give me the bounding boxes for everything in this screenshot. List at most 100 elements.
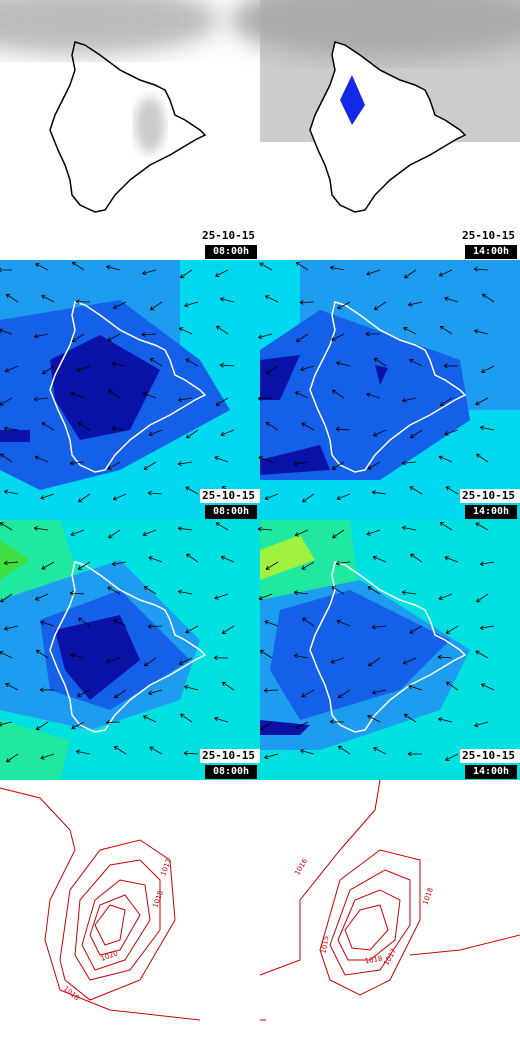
wind-arrow (259, 650, 273, 659)
wind-arrow (148, 429, 163, 437)
wind-arrow (258, 593, 273, 601)
wind-arrow (474, 329, 489, 335)
wind-arrow (402, 657, 417, 665)
wind-arrow (332, 529, 345, 539)
contour-label: 1018 (151, 890, 165, 909)
wind-arrow (475, 650, 489, 659)
wind-arrow (301, 689, 315, 698)
wind-arrow (263, 688, 279, 693)
time-label: 08:00h (205, 245, 257, 259)
wind-arrow (214, 593, 229, 600)
wind-arrow (401, 590, 417, 595)
wind-arrow (177, 589, 193, 595)
wind-arrow (409, 486, 423, 495)
wind-arrow (264, 493, 279, 501)
wind-arrow (300, 748, 315, 755)
wind-arrow (0, 453, 13, 463)
wind-arrow (71, 261, 85, 271)
wind-arrow (142, 529, 157, 537)
wind-arrow (302, 493, 315, 503)
wind-arrow (372, 555, 387, 563)
wind-arrow (216, 325, 229, 335)
wind-arrow (142, 392, 157, 399)
wind-arrow (4, 625, 19, 631)
wind-arrow (408, 684, 423, 691)
wind-arrow (41, 294, 55, 303)
wind-arrow (476, 453, 489, 463)
wind-arrow (481, 365, 495, 373)
date-label: 25-10-15 (460, 749, 520, 763)
wind-arrow (402, 397, 417, 403)
wind-arrow (293, 590, 309, 595)
wind-arrow (299, 299, 315, 305)
wind-arrow (184, 684, 199, 691)
wind-arrow (143, 461, 157, 470)
wind-arrow (40, 493, 55, 500)
wind-arrow (106, 657, 121, 664)
wind-arrow (69, 460, 85, 466)
wind-arrow (366, 269, 381, 276)
wind-arrow (107, 461, 121, 470)
wind-arrow (403, 326, 417, 335)
wind-arrow (108, 389, 121, 399)
wind-arrow (331, 333, 345, 341)
wind-arrow (445, 753, 459, 761)
wind-arrow (185, 625, 199, 634)
wind-arrow (265, 561, 279, 570)
wind-arrow (177, 461, 193, 467)
wind-arrow (439, 325, 453, 335)
wind-arrow (76, 749, 91, 755)
wind-arrow (70, 653, 85, 659)
wind-arrow (148, 689, 163, 696)
wind-arrow (107, 586, 121, 595)
time-label: 14:00h (465, 245, 517, 259)
wind-arrow (337, 301, 351, 310)
wind-arrow (107, 333, 121, 342)
wind-arrow (3, 560, 19, 566)
wind-arrow (34, 593, 49, 601)
wind-arrows (0, 261, 495, 763)
contour-label: 1018 (62, 985, 81, 1003)
wind-arrow (219, 362, 235, 368)
cloud-map-right (230, 0, 520, 228)
wind-arrow (77, 689, 91, 697)
wind-arrow (332, 389, 345, 399)
wind-arrow (439, 397, 453, 407)
wind-arrow (141, 332, 157, 337)
wind-arrow (39, 687, 55, 693)
wind-arrow (445, 625, 459, 634)
wind-arrow (220, 429, 235, 437)
time-label: 08:00h (205, 765, 257, 779)
wind-arrow (0, 522, 13, 531)
wind-arrow (143, 715, 157, 723)
wind-arrow (150, 301, 163, 311)
wind-arrow (266, 365, 279, 375)
wind-arrow (367, 586, 381, 595)
wind-arrow (5, 682, 19, 691)
wind-arrow (183, 750, 199, 756)
wind-arrow (71, 333, 85, 342)
wind-arrow (335, 426, 351, 432)
wind-arrow (331, 586, 345, 595)
wind-arrow (438, 717, 453, 723)
wind-arrow (371, 624, 387, 630)
wind-arrow (329, 719, 345, 725)
wind-arrow (33, 396, 49, 402)
wind-arrow (221, 625, 235, 634)
wind-arrow (336, 361, 351, 367)
wind-arrow (113, 689, 127, 699)
wind-arrow (259, 721, 273, 731)
wind-arrow (77, 561, 91, 570)
wind-arrow (482, 293, 495, 303)
contour-label: 1018 (421, 887, 435, 906)
wind-arrow (437, 654, 453, 660)
wind-arrow (373, 746, 387, 755)
wind-map-right (260, 260, 520, 520)
pressure-map-right (259, 779, 520, 1021)
wind-arrow (178, 327, 193, 335)
wind-arrow (336, 619, 351, 627)
contour-label: 1020 (100, 949, 119, 963)
wind-arrow (301, 561, 315, 570)
wind-arrow (301, 422, 315, 431)
